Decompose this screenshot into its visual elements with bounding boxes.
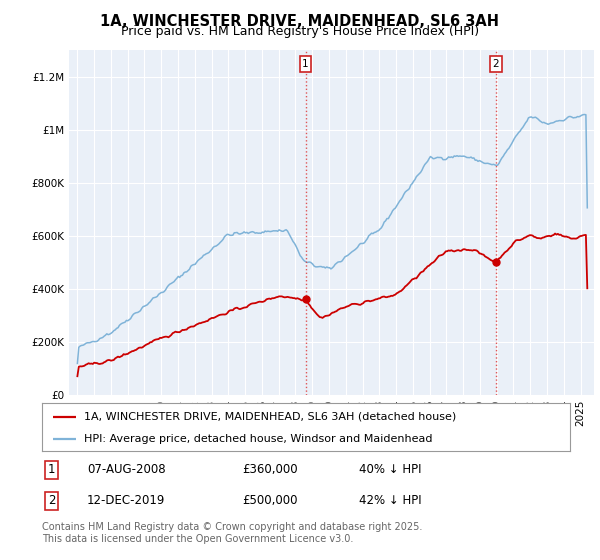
Text: 1A, WINCHESTER DRIVE, MAIDENHEAD, SL6 3AH (detached house): 1A, WINCHESTER DRIVE, MAIDENHEAD, SL6 3A…	[84, 412, 457, 422]
Text: 1: 1	[302, 59, 309, 69]
Text: Contains HM Land Registry data © Crown copyright and database right 2025.
This d: Contains HM Land Registry data © Crown c…	[42, 522, 422, 544]
Text: 2: 2	[493, 59, 499, 69]
Text: 1A, WINCHESTER DRIVE, MAIDENHEAD, SL6 3AH: 1A, WINCHESTER DRIVE, MAIDENHEAD, SL6 3A…	[101, 14, 499, 29]
Text: Price paid vs. HM Land Registry's House Price Index (HPI): Price paid vs. HM Land Registry's House …	[121, 25, 479, 38]
Text: 40% ↓ HPI: 40% ↓ HPI	[359, 464, 421, 477]
Text: 2: 2	[48, 494, 55, 507]
Text: 12-DEC-2019: 12-DEC-2019	[87, 494, 165, 507]
Text: 42% ↓ HPI: 42% ↓ HPI	[359, 494, 421, 507]
Text: 1: 1	[48, 464, 55, 477]
Text: 07-AUG-2008: 07-AUG-2008	[87, 464, 166, 477]
Text: HPI: Average price, detached house, Windsor and Maidenhead: HPI: Average price, detached house, Wind…	[84, 434, 433, 444]
Text: £500,000: £500,000	[242, 494, 298, 507]
Text: £360,000: £360,000	[242, 464, 298, 477]
